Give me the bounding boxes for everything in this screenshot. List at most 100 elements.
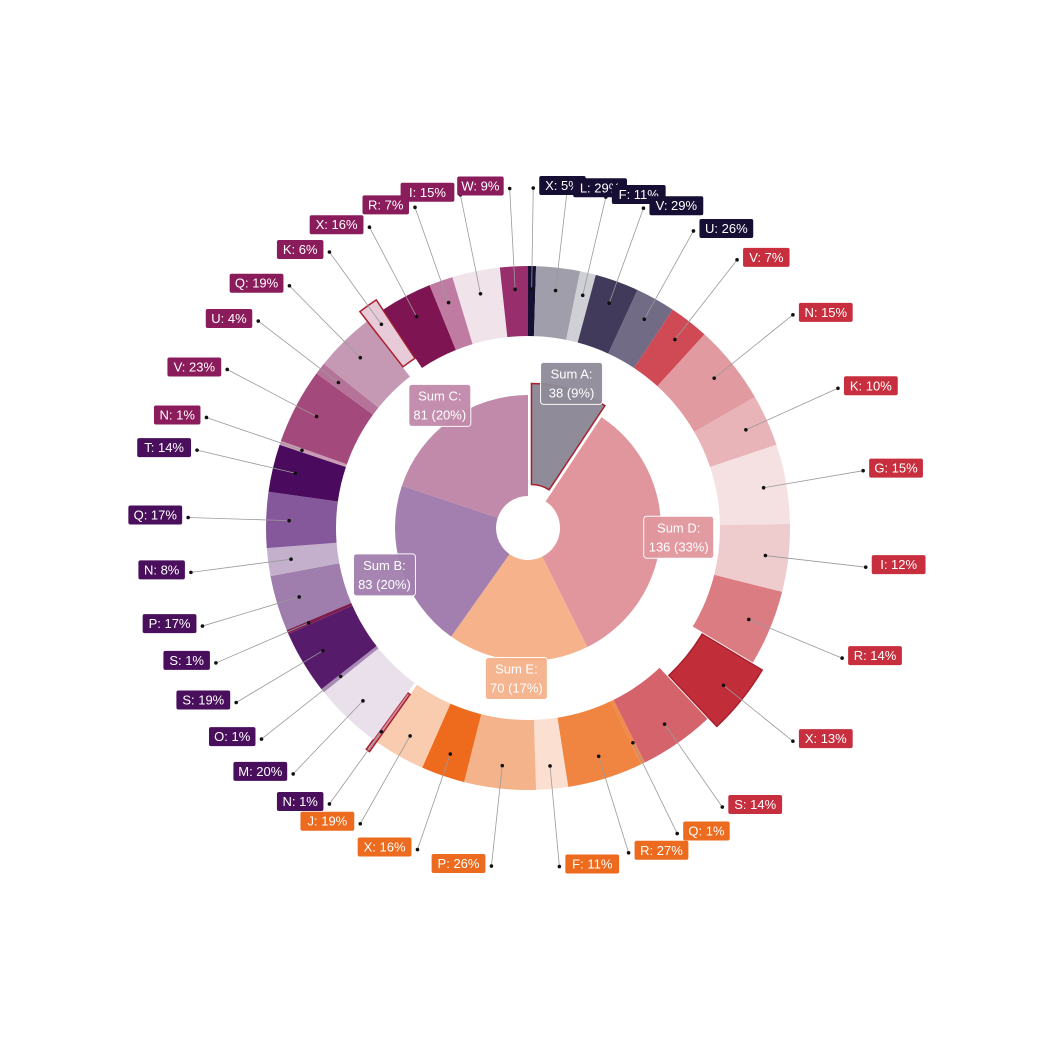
leader-dot	[300, 448, 304, 453]
leader-dot	[747, 617, 751, 622]
leader-dot	[548, 764, 552, 768]
leader-line	[414, 207, 449, 303]
slice-label: P: 26%	[431, 854, 486, 874]
leader-dot	[580, 293, 585, 298]
leader-line	[359, 735, 411, 824]
slice-label-text: J: 19%	[307, 814, 347, 829]
slice-label-text: P: 17%	[149, 616, 191, 631]
leader-dot	[513, 287, 517, 292]
leader-line	[202, 596, 300, 627]
slice-label: V: 29%	[649, 196, 704, 216]
slice-label: L: 29%	[573, 178, 627, 198]
leader-dot	[297, 595, 301, 599]
slice-label-text: Q: 1%	[688, 824, 725, 839]
slice-label: R: 27%	[634, 840, 689, 860]
outer-slice-b-8	[268, 444, 346, 502]
leader-dot	[744, 427, 748, 432]
slice-label: X: 16%	[309, 215, 364, 235]
leader-line	[215, 622, 309, 664]
outer-slice-e-1	[557, 701, 642, 787]
slice-label-text: R: 7%	[368, 197, 404, 212]
leader-dot	[840, 656, 844, 660]
slice-label: X: 16%	[357, 837, 412, 857]
leader-line	[531, 188, 534, 290]
leader-dot	[507, 186, 512, 191]
slice-label-text: S: 19%	[182, 693, 224, 708]
outer-slice-d-7	[613, 667, 708, 763]
leader-dot	[596, 754, 601, 759]
leader-dot	[500, 763, 505, 768]
outer-slice-c-0	[279, 440, 347, 467]
leader-line	[582, 196, 607, 296]
outer-slice-c-5	[383, 285, 456, 368]
sum-label-b: Sum B: 83 (20%)	[352, 553, 416, 597]
slice-label: N: 1%	[153, 405, 201, 425]
slice-label: M: 20%	[233, 761, 288, 781]
leader-dot	[415, 847, 420, 852]
sum-label-value: 70 (17%)	[490, 681, 543, 696]
leader-dot	[195, 448, 199, 452]
outer-slice-a-3	[577, 274, 638, 354]
sum-label-value: 83 (20%)	[358, 577, 411, 592]
slice-label: N: 8%	[138, 560, 185, 580]
outer-slice-d-2	[694, 397, 777, 467]
slice-labels: X: 5% L: 29%F: 11%V: 29%U: 26%V: 7%N: 15%…	[128, 176, 926, 874]
slice-label: S: 19%	[176, 690, 231, 710]
slice-label-text: T: 14%	[144, 440, 184, 455]
slice-label: P: 17%	[142, 614, 197, 634]
slice-label: V: 7%	[743, 247, 790, 267]
leader-line	[745, 387, 839, 431]
leader-dot	[336, 380, 341, 385]
leader-dot	[791, 313, 795, 317]
slice-label-text: P: 26%	[438, 856, 480, 871]
slice-label-text: R: 27%	[640, 843, 683, 858]
leader-dot	[489, 864, 494, 868]
outer-slice-c-8	[499, 266, 528, 338]
leader-line	[329, 251, 382, 325]
slice-label-text: K: 6%	[283, 242, 318, 257]
leader-dot	[641, 206, 646, 211]
slice-label: R: 7%	[362, 195, 409, 215]
slice-label-text: V: 23%	[174, 359, 216, 374]
leader-lines	[186, 186, 868, 869]
leader-dot	[712, 376, 717, 380]
outer-slice-e-4	[422, 703, 482, 783]
slice-label: Q: 1%	[683, 821, 730, 841]
slice-label-text: O: 1%	[214, 729, 251, 744]
outer-slice-e-3	[464, 714, 537, 791]
leader-line	[196, 449, 296, 474]
leader-dot	[631, 740, 635, 745]
leader-dot	[214, 661, 218, 665]
slice-label-text: N: 1%	[282, 794, 318, 809]
leader-dot	[338, 674, 343, 679]
slice-label-text: N: 15%	[804, 305, 847, 320]
slice-label: V: 23%	[167, 357, 222, 377]
leader-dot	[289, 557, 293, 561]
leader-line	[289, 285, 361, 358]
slice-label: S: 14%	[728, 795, 783, 815]
leader-line	[235, 650, 324, 703]
leader-line	[765, 555, 866, 568]
slice-label-text: X: 5%	[545, 178, 580, 193]
leader-dot	[557, 864, 562, 869]
leader-dot	[761, 485, 766, 490]
outer-slice-a-2	[566, 271, 596, 343]
slice-label: S: 1%	[163, 650, 210, 670]
outer-slice-b-4	[286, 602, 353, 634]
outer-slice-c-6	[429, 277, 473, 351]
leader-dot	[291, 772, 296, 776]
leader-dot	[379, 729, 384, 734]
leader-line	[258, 320, 339, 383]
leader-line	[329, 731, 382, 805]
outer-slice-b-6	[266, 542, 340, 577]
sum-label-c: Sum C: 81 (20%)	[408, 383, 472, 427]
leader-dot	[642, 317, 647, 322]
leader-dot	[531, 186, 536, 190]
leader-dot	[478, 291, 483, 296]
leader-dot	[287, 283, 292, 288]
leader-line	[292, 700, 364, 775]
sum-label-a: Sum A: 38 (9%)	[540, 361, 604, 405]
leader-dot	[836, 386, 840, 391]
leader-dot	[204, 415, 209, 420]
leader-dot	[306, 621, 311, 625]
